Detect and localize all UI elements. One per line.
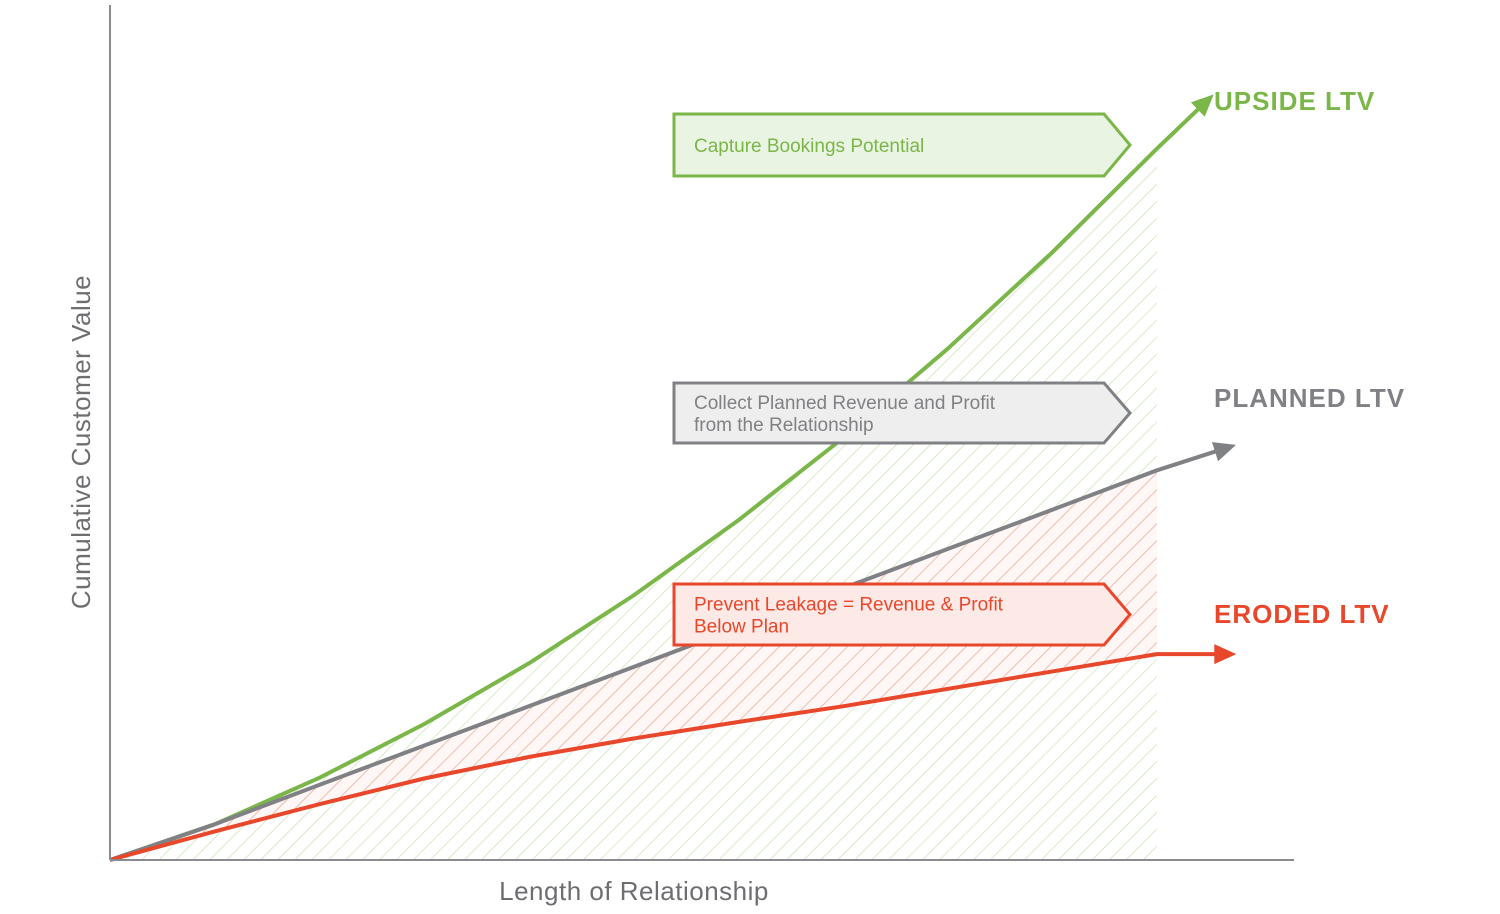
callout-box-planned [672, 381, 1132, 445]
callout-box-upside [672, 112, 1132, 178]
callout-text-planned-1: from the Relationship [694, 415, 874, 436]
callout-box-eroded [672, 582, 1132, 647]
series-lines [109, 94, 1237, 862]
series-line-planned [109, 444, 1231, 862]
series-label-eroded: ERODED LTV [1214, 599, 1390, 629]
callouts: Capture Bookings Potential Collect Planne… [672, 112, 1132, 647]
callout-text-planned-0: Collect Planned Revenue and Profit [694, 393, 996, 414]
upside-area-hatch [110, 148, 1157, 861]
series-arrowhead-upside [1190, 94, 1214, 117]
shaded-regions [110, 148, 1157, 861]
x-axis-title: Length of Relationship [499, 876, 769, 906]
series-line-upside [109, 97, 1211, 862]
series-line-eroded [109, 652, 1231, 862]
leakage-area-hatch [110, 470, 1157, 860]
series-end-labels: UPSIDE LTV PLANNED LTV ERODED LTV [1214, 86, 1405, 629]
callout-text-eroded-0: Prevent Leakage = Revenue & Profit [694, 595, 1004, 616]
y-axis-title: Cumulative Customer Value [66, 275, 96, 609]
series-label-upside: UPSIDE LTV [1214, 86, 1375, 116]
callout-text-upside-0: Capture Bookings Potential [694, 136, 924, 157]
callout-text-eroded-1: Below Plan [694, 617, 789, 638]
series-label-planned: PLANNED LTV [1214, 383, 1405, 413]
series-arrowhead-planned [1212, 442, 1236, 462]
series-arrowhead-eroded [1214, 644, 1237, 665]
